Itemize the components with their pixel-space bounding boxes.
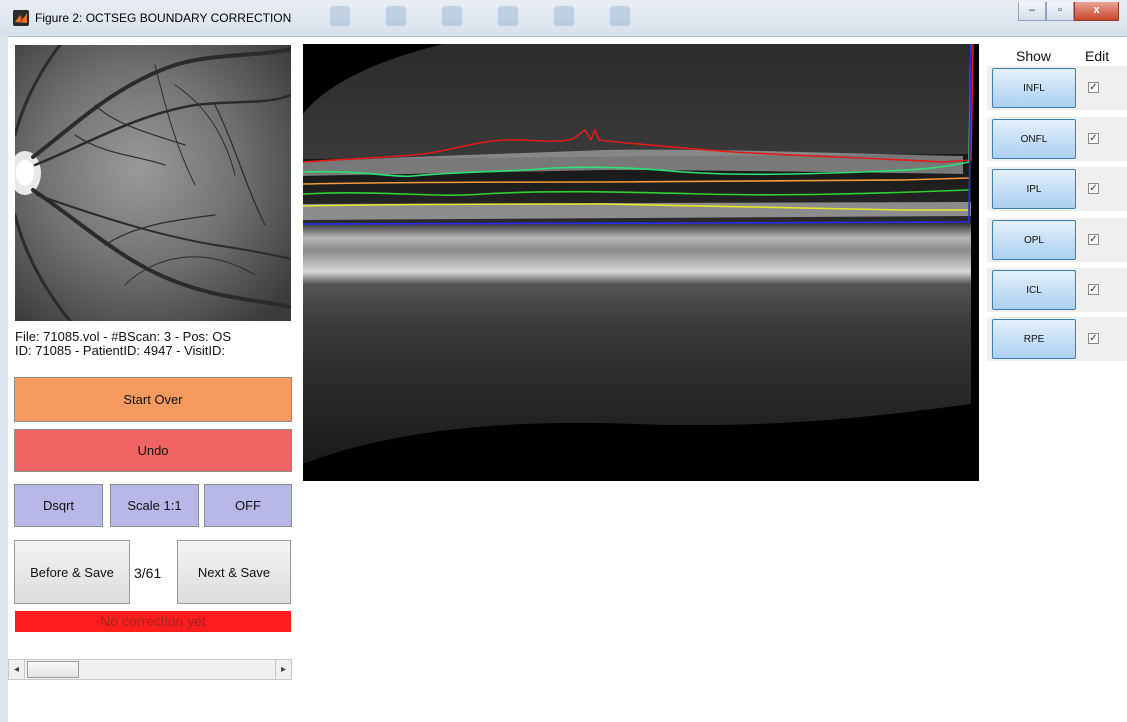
- layer-row-icl: ICL ✓: [987, 268, 1127, 312]
- oct-bscan-image[interactable]: [302, 43, 979, 481]
- layer-row-onfl: ONFL ✓: [987, 117, 1127, 161]
- fundus-image: [15, 45, 291, 321]
- show-rpe-toggle[interactable]: RPE: [992, 319, 1076, 359]
- icl-boundary-line: [302, 203, 969, 211]
- layer-row-opl: OPL ✓: [987, 218, 1127, 262]
- next-save-button[interactable]: Next & Save: [177, 540, 291, 604]
- close-icon[interactable]: x: [1074, 2, 1119, 21]
- maximize-icon[interactable]: ▫: [1046, 2, 1074, 21]
- oct-bscan-canvas: [302, 43, 979, 481]
- dsqrt-button[interactable]: Dsqrt: [14, 484, 103, 527]
- show-column-header: Show: [1016, 48, 1052, 64]
- layer-row-rpe: RPE ✓: [987, 317, 1127, 361]
- scan-info-line-1: File: 71085.vol - #BScan: 3 - Pos: OS: [15, 329, 232, 344]
- edit-onfl-checkbox[interactable]: ✓: [1088, 133, 1099, 144]
- minimize-icon[interactable]: –: [1018, 2, 1046, 21]
- edit-ipl-checkbox[interactable]: ✓: [1088, 183, 1099, 194]
- show-opl-toggle[interactable]: OPL: [992, 220, 1076, 260]
- opl-boundary-line: [302, 189, 970, 196]
- off-button[interactable]: OFF: [204, 484, 292, 527]
- bscan-page-counter: 3/61: [134, 565, 162, 581]
- show-onfl-toggle[interactable]: ONFL: [992, 119, 1076, 159]
- scan-info-line-2: ID: 71085 - PatientID: 4947 - VisitID:: [15, 343, 226, 358]
- scale-button[interactable]: Scale 1:1: [110, 484, 199, 527]
- matlab-icon: [13, 10, 29, 26]
- show-ipl-toggle[interactable]: IPL: [992, 169, 1076, 209]
- bscan-scrollbar[interactable]: ◂ ▸: [8, 659, 292, 680]
- rpe-boundary-line: [302, 43, 972, 225]
- window-frame: [0, 36, 8, 722]
- onfl-boundary-line: [302, 43, 972, 178]
- fundus-vessels: [15, 45, 291, 321]
- scroll-right-icon[interactable]: ▸: [275, 660, 291, 679]
- start-over-button[interactable]: Start Over: [14, 377, 292, 422]
- window-title-bar: Figure 2: OCTSEG BOUNDARY CORRECTION – ▫…: [0, 0, 1127, 37]
- show-icl-toggle[interactable]: ICL: [992, 270, 1076, 310]
- ipl-boundary-line: [302, 177, 970, 185]
- scroll-thumb[interactable]: [27, 661, 79, 678]
- layer-row-ipl: IPL ✓: [987, 167, 1127, 211]
- edit-opl-checkbox[interactable]: ✓: [1088, 234, 1099, 245]
- undo-button[interactable]: Undo: [14, 429, 292, 472]
- edit-column-header: Edit: [1085, 48, 1110, 64]
- before-save-button[interactable]: Before & Save: [14, 540, 130, 604]
- background-taskbar-icons: [330, 6, 630, 28]
- scan-info: File: 71085.vol - #BScan: 3 - Pos: OS ID…: [15, 330, 231, 358]
- window-title: Figure 2: OCTSEG BOUNDARY CORRECTION: [35, 11, 292, 25]
- edit-rpe-checkbox[interactable]: ✓: [1088, 333, 1099, 344]
- show-infl-toggle[interactable]: INFL: [992, 68, 1076, 108]
- layer-row-infl: INFL ✓: [987, 66, 1127, 110]
- infl-boundary-line: [302, 43, 974, 163]
- scroll-left-icon[interactable]: ◂: [9, 660, 25, 679]
- correction-status: No correction yet: [15, 611, 291, 632]
- edit-infl-checkbox[interactable]: ✓: [1088, 82, 1099, 93]
- window-controls: – ▫ x: [1018, 2, 1119, 21]
- edit-icl-checkbox[interactable]: ✓: [1088, 284, 1099, 295]
